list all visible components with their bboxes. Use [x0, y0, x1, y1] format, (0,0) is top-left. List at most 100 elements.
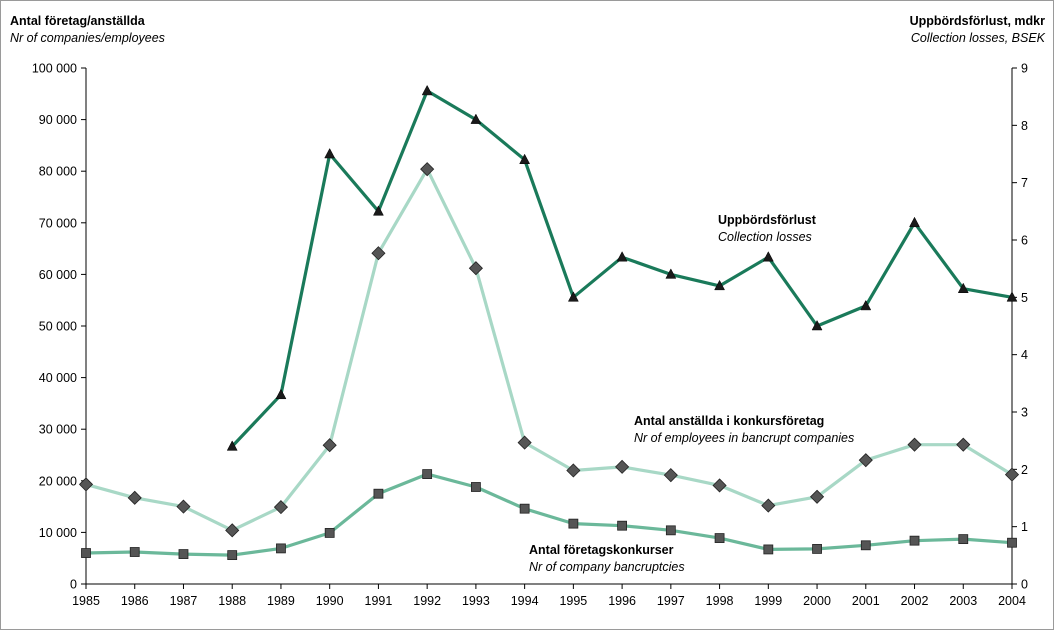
x-tick-label: 1987: [170, 594, 198, 608]
x-tick-label: 1986: [121, 594, 149, 608]
data-point-square: [519, 503, 530, 514]
data-point-triangle: [957, 282, 969, 293]
x-tick-label: 2001: [852, 594, 880, 608]
series-line-nr-of-company-bancruptcies: [85, 472, 1013, 557]
x-tick-label: 1989: [267, 594, 295, 608]
data-point-square: [129, 547, 140, 557]
x-tick-label: 1998: [706, 594, 734, 608]
series-label-name-en: Nr of employees in bancrupt companies: [634, 431, 854, 445]
data-point-triangle: [714, 279, 725, 291]
data-point-triangle: [811, 319, 823, 331]
left-tick-label: 0: [70, 578, 77, 592]
data-point-triangle: [226, 440, 238, 451]
right-tick-label: 5: [1021, 291, 1028, 305]
x-tick-label: 1992: [413, 594, 441, 608]
series-label-employees: Antal anställda i konkursföretag Nr of e…: [634, 414, 854, 445]
series-markers: [78, 84, 1020, 561]
data-point-diamond: [566, 463, 581, 478]
data-point-diamond: [809, 489, 825, 504]
left-tick-label: 80 000: [39, 165, 77, 179]
x-tick-label: 1993: [462, 594, 490, 608]
data-point-square: [568, 518, 579, 529]
data-point-square: [81, 548, 91, 558]
data-point-triangle: [616, 251, 628, 262]
right-tick-label: 7: [1021, 176, 1028, 190]
data-point-diamond: [273, 500, 289, 515]
x-tick-label: 1985: [72, 594, 100, 608]
series-label-name: Antal anställda i konkursföretag: [634, 414, 824, 428]
left-tick-label: 90 000: [39, 113, 77, 127]
data-point-square: [373, 488, 384, 499]
left-tick-label: 50 000: [39, 320, 77, 334]
data-point-square: [178, 549, 189, 559]
data-point-triangle: [421, 84, 433, 96]
data-point-diamond: [322, 438, 337, 453]
data-point-square: [227, 550, 238, 561]
series-label-name-en: Collection losses: [718, 230, 812, 244]
data-point-triangle: [665, 268, 677, 279]
series-label-name-en: Nr of company bancruptcies: [529, 560, 685, 574]
data-point-square: [324, 528, 335, 538]
data-point-diamond: [78, 477, 94, 492]
data-point-square: [1007, 537, 1017, 548]
right-tick-label: 6: [1021, 234, 1028, 248]
x-tick-label: 1996: [608, 594, 636, 608]
right-tick-label: 1: [1021, 520, 1028, 534]
data-point-triangle: [1006, 291, 1018, 302]
series-label-name: Uppbördsförlust: [718, 213, 817, 227]
data-point-triangle: [275, 388, 287, 400]
x-tick-label: 1991: [365, 594, 393, 608]
data-point-diamond: [225, 523, 240, 538]
data-point-diamond: [468, 261, 483, 276]
right-axis-title: Uppbördsförlust, mdkr: [910, 14, 1046, 28]
data-point-diamond: [907, 437, 922, 452]
data-point-square: [860, 540, 871, 551]
data-point-square: [617, 520, 628, 531]
right-tick-label: 3: [1021, 406, 1028, 420]
data-point-diamond: [127, 490, 142, 505]
left-tick-label: 60 000: [39, 268, 77, 282]
data-point-triangle: [470, 113, 482, 124]
left-axis-subtitle: Nr of companies/employees: [10, 31, 165, 45]
data-point-square: [958, 534, 969, 545]
x-tick-label: 2003: [949, 594, 977, 608]
data-point-triangle: [324, 147, 336, 159]
left-tick-label: 10 000: [39, 526, 77, 540]
data-point-diamond: [1004, 467, 1020, 482]
data-point-square: [665, 525, 676, 536]
series-line-nr-of-employees-in-bancrupt-companies: [85, 167, 1013, 532]
x-tick-label: 1994: [511, 594, 539, 608]
data-point-diamond: [176, 499, 191, 514]
data-point-diamond: [712, 478, 727, 493]
data-point-square: [812, 544, 822, 554]
left-tick-label: 70 000: [39, 216, 77, 230]
x-tick-label: 2000: [803, 594, 831, 608]
series-lines: [85, 89, 1013, 557]
right-tick-label: 4: [1021, 348, 1028, 362]
right-axis-subtitle: Collection losses, BSEK: [911, 31, 1046, 45]
data-point-square: [470, 482, 481, 492]
data-point-diamond: [420, 162, 435, 177]
right-tick-label: 2: [1021, 463, 1028, 477]
x-tick-label: 2002: [901, 594, 929, 608]
data-point-diamond: [615, 459, 630, 474]
data-point-diamond: [858, 453, 873, 468]
data-point-triangle: [519, 153, 531, 164]
data-point-triangle: [860, 299, 872, 311]
data-point-square: [763, 544, 774, 555]
axes: 0 10 000 20 000 30 000 40 000 50 000 60 000 70 …: [32, 62, 1028, 609]
data-point-diamond: [956, 437, 971, 452]
right-tick-label: 0: [1021, 578, 1028, 592]
data-point-diamond: [761, 498, 776, 513]
left-axis-title: Antal företag/anställda: [10, 14, 146, 28]
right-tick-label: 9: [1021, 62, 1028, 76]
data-point-diamond: [663, 468, 678, 483]
data-point-triangle: [567, 291, 579, 302]
x-tick-label: 1990: [316, 594, 344, 608]
x-tick-label: 1997: [657, 594, 685, 608]
x-tick-label: 1988: [218, 594, 246, 608]
data-point-triangle: [909, 216, 920, 228]
